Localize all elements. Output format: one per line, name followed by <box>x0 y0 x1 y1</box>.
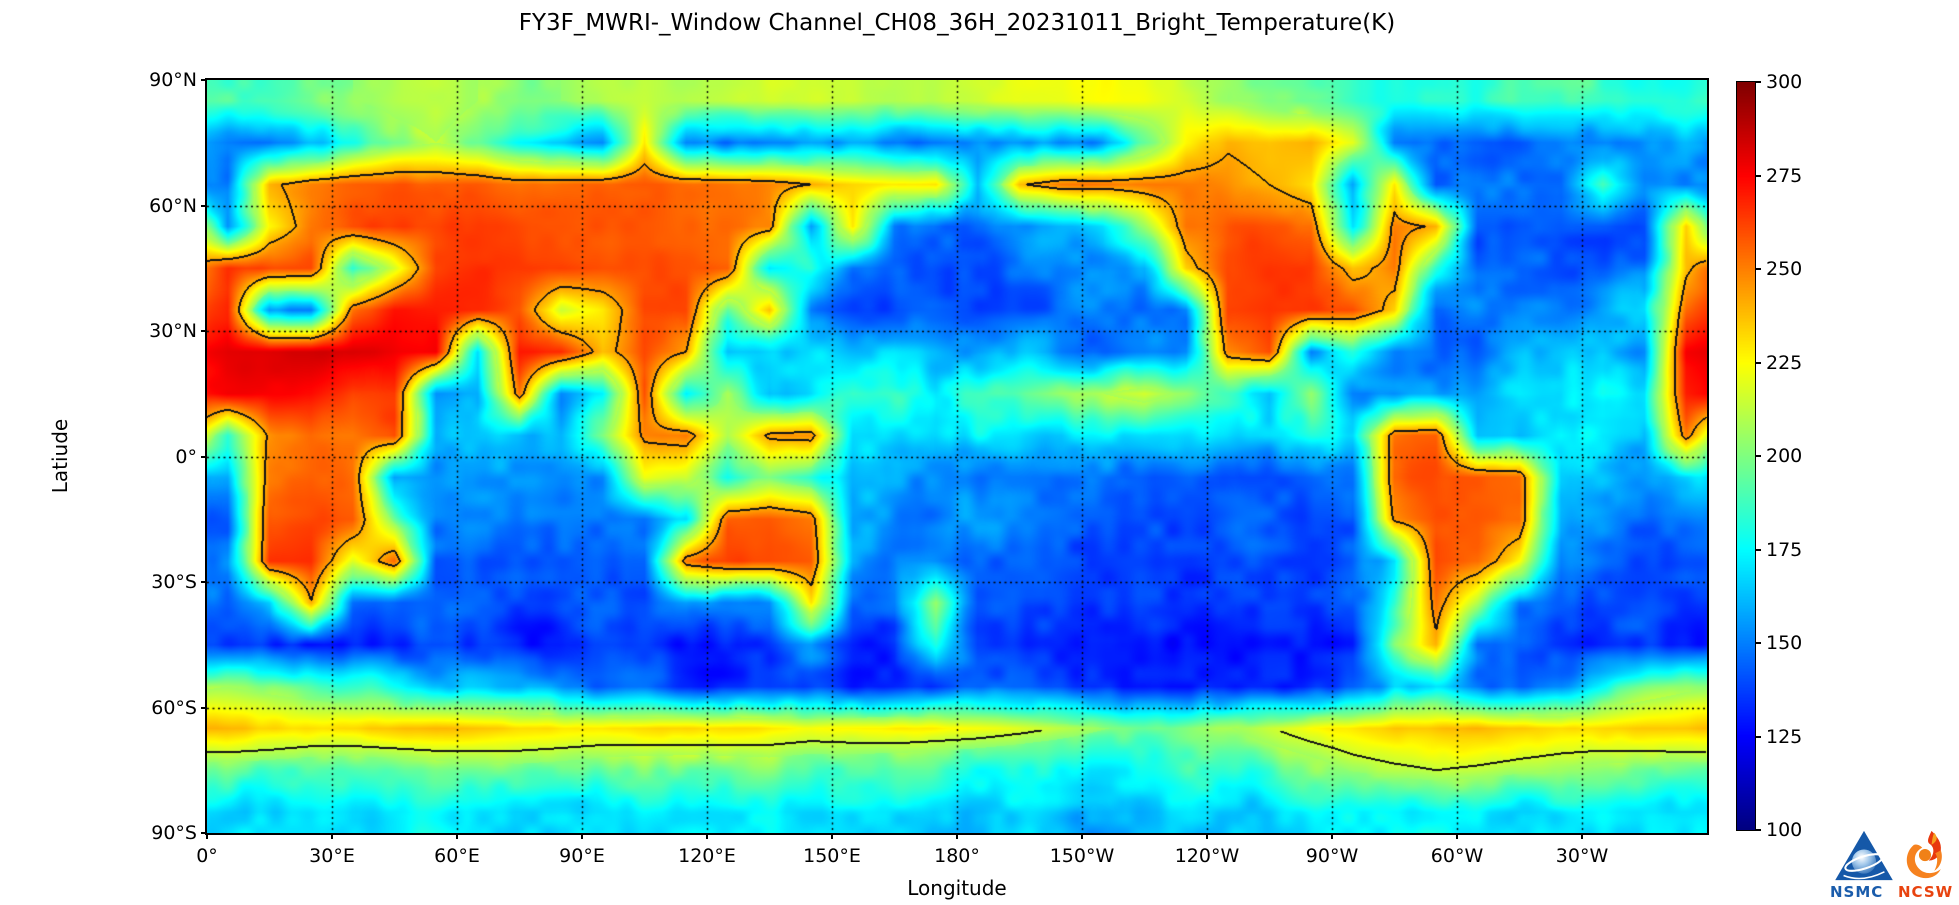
x-tick-label: 30°E <box>309 845 355 867</box>
colorbar-tick-mark <box>1755 642 1761 644</box>
colorbar-tick-label: 300 <box>1766 71 1803 93</box>
x-tick-mark <box>831 833 833 839</box>
colorbar-tick-mark <box>1755 548 1761 551</box>
brightness-temperature-map <box>207 80 1707 833</box>
colorbar-tick-label: 100 <box>1766 819 1803 841</box>
x-tick-mark <box>456 833 458 839</box>
y-tick-mark <box>201 204 207 207</box>
x-tick-mark <box>1206 833 1208 839</box>
x-tick-label: 180° <box>934 845 980 867</box>
colorbar-tick-mark <box>1755 81 1761 83</box>
x-tick-label: 60°E <box>434 845 480 867</box>
colorbar-tick-mark <box>1755 268 1761 270</box>
x-tick-label: 90°W <box>1305 845 1359 867</box>
x-tick-mark <box>706 833 708 839</box>
nsmc-logo-label: NSMC <box>1830 883 1884 901</box>
x-tick-label: 0° <box>196 845 218 867</box>
colorbar-tick-label: 175 <box>1766 538 1803 561</box>
colorbar-gradient <box>1736 81 1755 830</box>
x-tick-mark <box>956 833 958 839</box>
colorbar-tick-mark <box>1755 829 1761 831</box>
x-tick-mark <box>206 833 208 839</box>
x-tick-mark <box>331 833 333 839</box>
colorbar-tick-mark <box>1755 361 1761 364</box>
x-tick-mark <box>1331 833 1333 839</box>
colorbar-tick-label: 200 <box>1766 445 1803 467</box>
ncsw-logo-icon <box>1906 830 1942 879</box>
colorbar <box>1735 80 1756 831</box>
colorbar-tick-mark <box>1755 455 1761 457</box>
y-axis-label: Latiude <box>48 418 72 494</box>
colorbar-tick-mark <box>1755 735 1761 738</box>
y-tick-label: 90°N <box>149 69 197 91</box>
y-tick-mark <box>201 79 207 81</box>
y-tick-label: 60°S <box>151 696 197 719</box>
y-tick-mark <box>201 455 207 458</box>
x-tick-mark <box>581 833 583 839</box>
x-axis-label: Longitude <box>907 876 1007 900</box>
colorbar-tick-label: 275 <box>1766 164 1803 187</box>
colorbar-tick-label: 125 <box>1766 725 1803 748</box>
y-tick-mark <box>201 706 207 709</box>
x-tick-label: 30°W <box>1555 845 1609 867</box>
colorbar-tick-mark <box>1755 174 1761 177</box>
x-tick-mark <box>1456 833 1458 839</box>
y-tick-label: 30°N <box>149 320 197 342</box>
colorbar-tick-label: 150 <box>1766 632 1803 654</box>
x-tick-label: 150°W <box>1049 845 1115 867</box>
x-tick-label: 150°E <box>803 845 861 867</box>
y-tick-mark <box>201 330 207 332</box>
x-tick-mark <box>1081 833 1083 839</box>
ncsw-logo-label: NCSW <box>1898 883 1954 901</box>
x-tick-label: 60°W <box>1430 845 1484 867</box>
y-tick-mark <box>201 832 207 834</box>
y-tick-mark <box>201 581 207 583</box>
x-tick-label: 90°E <box>559 845 605 867</box>
y-tick-label: 90°S <box>151 822 197 844</box>
colorbar-tick-label: 250 <box>1766 258 1803 280</box>
y-tick-label: 0° <box>175 445 197 468</box>
chart-title: FY3F_MWRI-_Window Channel_CH08_36H_20231… <box>518 10 1396 36</box>
colorbar-tick-label: 225 <box>1766 351 1803 374</box>
x-tick-mark <box>1581 833 1583 839</box>
x-tick-label: 120°W <box>1174 845 1240 867</box>
agency-logos: NSMC NCSW <box>1828 830 1956 902</box>
nsmc-logo-icon <box>1835 830 1893 881</box>
y-tick-label: 30°S <box>151 571 197 593</box>
x-tick-label: 120°E <box>678 845 736 867</box>
map-plot-area <box>205 78 1709 835</box>
y-tick-label: 60°N <box>149 194 197 217</box>
